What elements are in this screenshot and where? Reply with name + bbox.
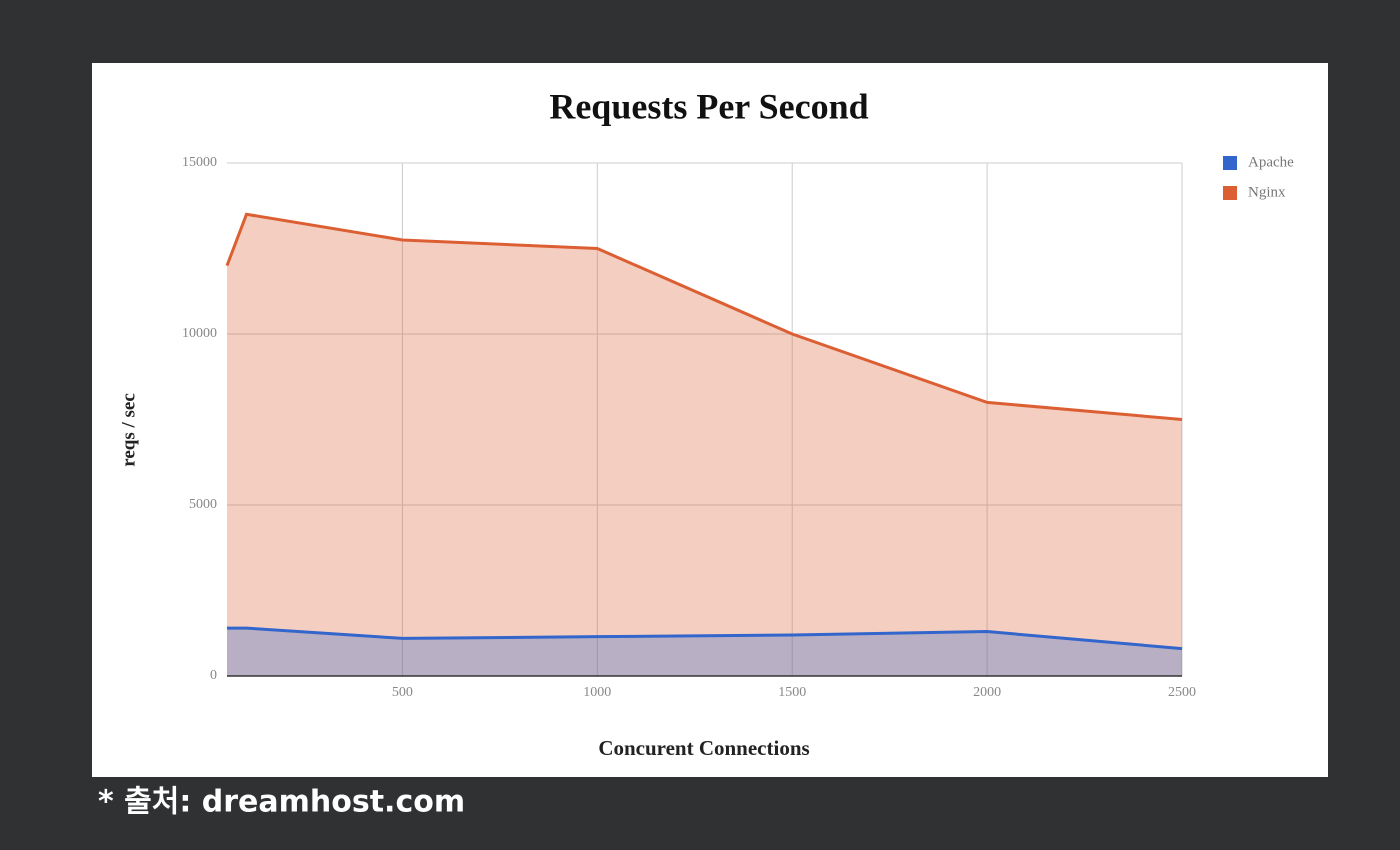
x-tick-label: 2000 — [973, 685, 1001, 700]
x-tick-label: 1000 — [583, 685, 611, 700]
x-tick-label: 1500 — [778, 685, 806, 700]
slide-panel — [92, 63, 1328, 777]
y-tick-label: 15000 — [182, 155, 217, 170]
legend-swatch — [1223, 156, 1237, 170]
area-fill — [227, 214, 1182, 677]
legend-label: Apache — [1248, 154, 1294, 170]
area-fill — [227, 628, 1182, 676]
x-tick-label: 500 — [392, 685, 413, 700]
y-tick-label: 5000 — [189, 497, 217, 512]
series-line — [225, 212, 1183, 421]
y-tick-label: 10000 — [182, 326, 217, 341]
y-axis-label: reqs / sec — [118, 393, 139, 467]
caption: * 출처: dreamhost.com — [98, 785, 465, 820]
legend-label: Nginx — [1248, 184, 1286, 200]
chart-title: Requests Per Second — [549, 86, 868, 126]
y-tick-label: 0 — [210, 668, 217, 683]
legend-swatch — [1223, 186, 1237, 200]
x-axis-label: Concurent Connections — [598, 736, 809, 760]
x-tick-label: 2500 — [1168, 685, 1196, 700]
series-line — [227, 626, 1183, 651]
